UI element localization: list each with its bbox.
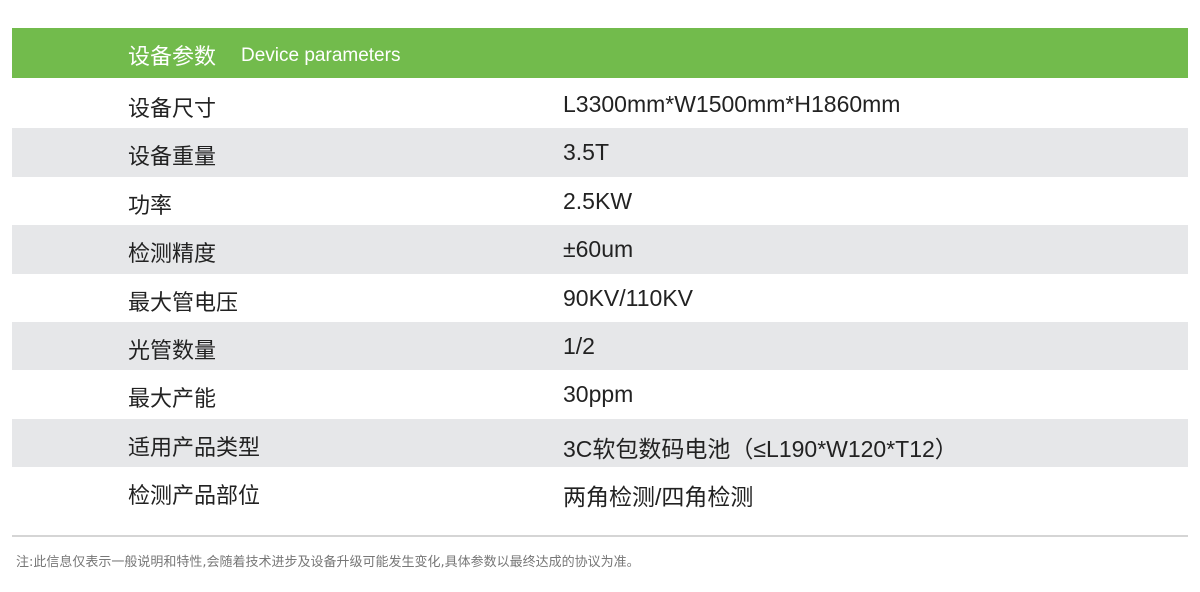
table-row: 设备重量 3.5T — [12, 128, 1188, 177]
param-label: 最大管电压 — [128, 290, 239, 316]
param-value: 30ppm — [563, 381, 634, 408]
table-row: 最大管电压 90KV/110KV — [12, 274, 1188, 322]
table-row: 功率 2.5KW — [12, 177, 1188, 225]
table-row: 光管数量 1/2 — [12, 321, 1188, 371]
param-value: 1/2 — [563, 332, 595, 359]
param-label: 检测精度 — [128, 242, 217, 268]
param-label: 适用产品类型 — [128, 435, 261, 461]
param-value: 3C软包数码电池（≤L190*W120*T12） — [563, 435, 958, 462]
parameter-table: 设备尺寸 L3300mm*W1500mm*H1860mm 设备重量 3.5T 功率 2.5… — [12, 80, 1188, 516]
table-row: 适用产品类型 3C软包数码电池（≤L190*W120*T12） — [12, 418, 1188, 468]
header-title-en: Device parameters — [241, 45, 401, 66]
param-label: 设备尺寸 — [128, 97, 217, 122]
param-label: 功率 — [128, 193, 173, 219]
param-value: 90KV/110KV — [563, 284, 694, 311]
param-label: 设备重量 — [128, 145, 217, 171]
param-label: 最大产能 — [128, 387, 217, 413]
table-row: 最大产能 30ppm — [12, 370, 1188, 418]
param-value: ±60um — [563, 236, 634, 263]
param-value: L3300mm*W1500mm*H1860mm — [563, 91, 901, 117]
table-row: 设备尺寸 L3300mm*W1500mm*H1860mm — [12, 80, 1188, 128]
param-label: 光管数量 — [128, 338, 217, 364]
table-row: 检测产品部位 两角检测/四角检测 — [12, 467, 1188, 515]
table-row: 检测精度 ±60um — [12, 225, 1188, 274]
param-label: 检测产品部位 — [128, 484, 261, 510]
section-header: 设备参数 Device parameters — [12, 28, 1188, 78]
divider — [12, 535, 1188, 537]
param-value: 两角检测/四角检测 — [563, 484, 754, 511]
header-title-zh: 设备参数 — [128, 45, 217, 70]
param-value: 2.5KW — [563, 187, 633, 214]
param-value: 3.5T — [563, 139, 610, 166]
footnote: 注:此信息仅表示一般说明和特性,会随着技术进步及设备升级可能发生变化,具体参数以… — [16, 555, 640, 570]
